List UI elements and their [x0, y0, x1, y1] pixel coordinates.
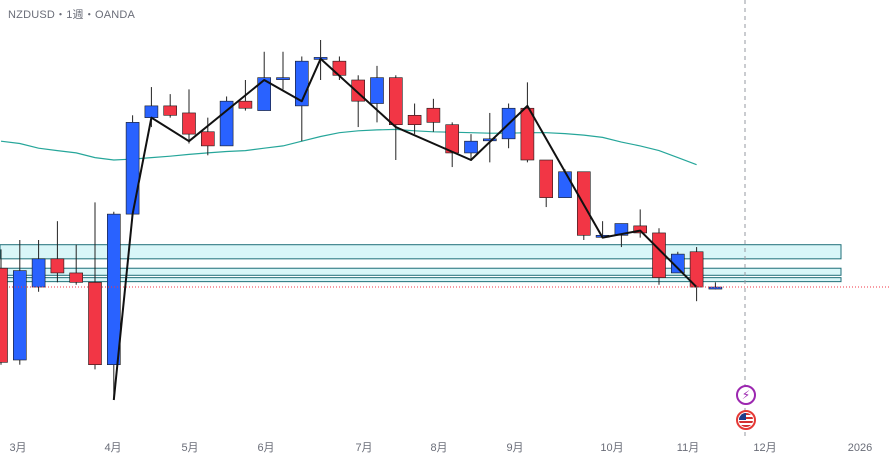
candle-body-down: [407, 114, 422, 126]
candle: [50, 221, 65, 283]
candle-body-down: [69, 272, 83, 283]
candle: [708, 282, 723, 290]
candle: [201, 117, 215, 156]
candle-body-down: [520, 107, 535, 161]
support-zone-3: [0, 277, 842, 283]
us-flag-icon[interactable]: [736, 410, 756, 430]
month-label: 9月: [506, 442, 523, 454]
candle: [0, 249, 8, 365]
candle: [276, 51, 290, 90]
candle: [182, 89, 196, 144]
candle-body-down: [182, 112, 196, 135]
candle-body-up: [370, 77, 384, 104]
candle: [614, 223, 629, 248]
candle-body-up: [125, 122, 140, 215]
candle-body-down: [163, 105, 177, 116]
month-label: 2026: [848, 442, 872, 454]
candle-body-down: [539, 159, 554, 198]
support-zone-2: [0, 267, 842, 276]
candle-body-up: [31, 258, 46, 288]
candle: [351, 75, 366, 128]
candle-body-down: [238, 100, 253, 109]
month-label: 12月: [753, 442, 776, 454]
candle: [31, 240, 46, 292]
candle-body-down: [0, 267, 8, 363]
candle: [13, 240, 27, 365]
candle-body-up: [144, 105, 159, 118]
candle-body-down: [388, 77, 403, 126]
candles-layer: [0, 40, 723, 400]
candle: [426, 98, 441, 132]
zigzag-line: [112, 57, 698, 401]
candle-body-up: [276, 77, 290, 80]
candle: [88, 202, 102, 370]
candle-body-up: [670, 253, 685, 274]
candle-body-down: [201, 131, 215, 147]
month-label: 4月: [104, 442, 121, 454]
candle-body-down: [50, 258, 65, 274]
month-label: 5月: [181, 442, 198, 454]
candle-body-up: [13, 270, 27, 361]
candle: [370, 65, 384, 123]
moving-average-layer: [0, 128, 697, 166]
month-label: 6月: [257, 442, 274, 454]
candle: [445, 122, 460, 168]
candle-body-down: [633, 225, 648, 234]
candle-body-up: [558, 171, 572, 198]
candle-body-up: [464, 140, 478, 154]
candle-body-up: [708, 286, 723, 290]
candle-body-down: [332, 60, 347, 76]
candle: [125, 115, 140, 215]
candle: [69, 244, 83, 285]
zones-layer: [0, 244, 842, 283]
candle: [388, 75, 403, 160]
lightning-icon[interactable]: ⚡: [736, 385, 756, 405]
month-label: 11月: [677, 442, 699, 454]
month-label: 3月: [9, 442, 26, 454]
candle-body-up: [107, 213, 121, 366]
symbol-label: NZDUSD・1週・OANDA: [8, 9, 136, 21]
candle: [107, 211, 121, 400]
candle: [520, 82, 535, 163]
candle-body-down: [426, 107, 441, 123]
candle-body-up: [257, 77, 272, 111]
month-label: 8月: [430, 442, 447, 454]
candle: [464, 134, 478, 160]
candle: [219, 96, 234, 147]
candle: [633, 209, 648, 238]
support-zone-1: [0, 244, 842, 260]
month-label: 10月: [600, 442, 623, 454]
candle-body-down: [445, 124, 460, 154]
candle-body-up: [614, 223, 629, 236]
month-label: 7月: [355, 442, 372, 454]
zigzag-layer: [112, 57, 698, 401]
reference-lines-layer: [0, 0, 890, 440]
moving-average-line: [0, 128, 697, 166]
candle: [501, 103, 516, 149]
time-axis: 3月 4月 5月 6月 7月 8月 9月 10月 11月 12月 2026: [9, 442, 872, 454]
us-flag-graphic: [739, 413, 753, 427]
candle: [652, 228, 666, 285]
candle: [539, 159, 554, 208]
candle: [407, 103, 422, 135]
candle: [689, 247, 704, 302]
candle: [163, 94, 177, 118]
candle-body-up: [482, 138, 497, 142]
candle-body-down: [88, 282, 102, 366]
